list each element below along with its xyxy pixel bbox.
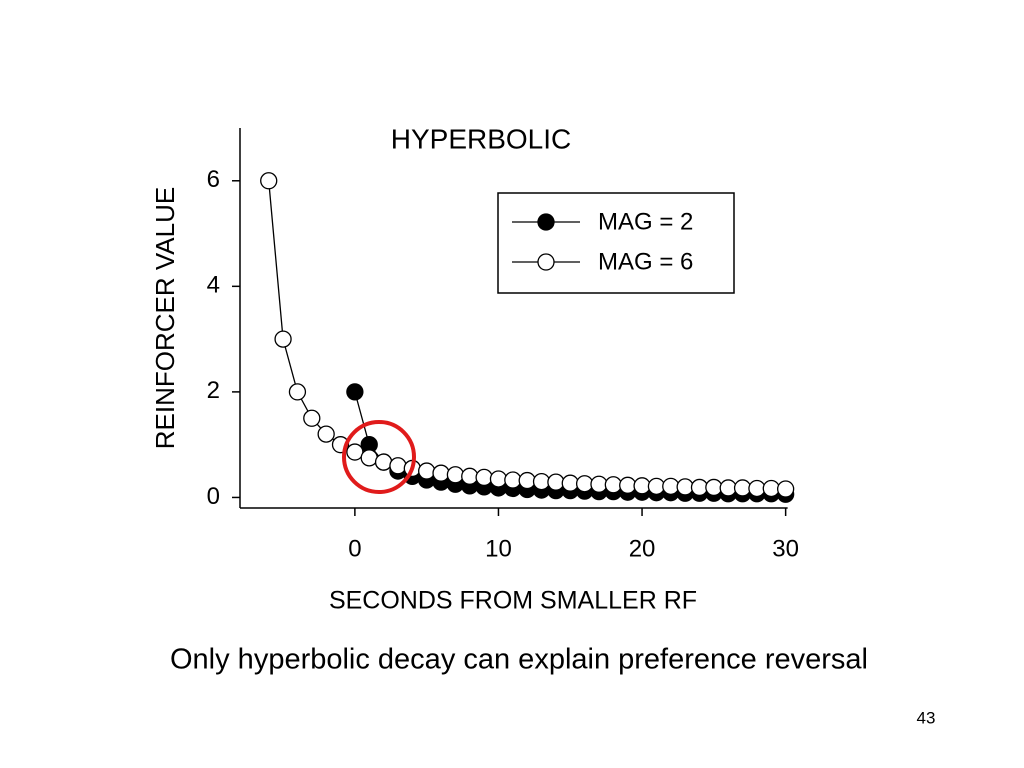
legend-box xyxy=(497,192,735,294)
legend-marker xyxy=(537,253,555,271)
data-point xyxy=(619,476,637,494)
x-axis-label: SECONDS FROM SMALLER RF xyxy=(329,587,697,615)
chart-title: HYPERBOLIC xyxy=(391,123,572,154)
data-point xyxy=(705,478,723,497)
data-point xyxy=(389,457,407,475)
highlight-circle xyxy=(342,420,416,494)
data-point xyxy=(719,479,737,497)
data-point xyxy=(288,383,307,401)
data-point xyxy=(762,479,780,498)
data-point xyxy=(317,425,335,443)
data-point xyxy=(446,466,465,484)
legend-marker xyxy=(537,213,555,231)
x-tick-label: 10 xyxy=(485,535,512,562)
data-point xyxy=(489,470,508,488)
y-tick-label: 2 xyxy=(207,377,220,404)
y-tick-label: 0 xyxy=(207,483,220,510)
data-point xyxy=(676,478,694,496)
data-point xyxy=(604,476,622,494)
data-point xyxy=(346,443,364,461)
x-tick-label: 0 xyxy=(348,535,361,562)
data-point xyxy=(303,409,321,427)
y-axis-label: REINFORCER VALUE xyxy=(150,187,180,449)
data-point xyxy=(561,474,579,492)
data-point xyxy=(690,478,709,497)
data-point xyxy=(547,473,565,491)
y-tick-label: 4 xyxy=(207,272,220,299)
data-point xyxy=(733,479,752,497)
data-point xyxy=(461,467,479,485)
data-point xyxy=(518,471,536,490)
data-point xyxy=(647,477,666,496)
data-point xyxy=(475,468,493,487)
page-number: 43 xyxy=(917,708,936,727)
data-point xyxy=(590,475,608,493)
data-point xyxy=(633,477,651,495)
x-tick-label: 20 xyxy=(629,535,656,562)
legend: MAG = 2 MAG = 6 xyxy=(497,192,735,294)
data-point xyxy=(418,462,436,480)
data-point xyxy=(360,449,378,467)
data-point xyxy=(260,172,278,190)
legend-label: MAG = 6 xyxy=(598,248,693,275)
data-point xyxy=(776,480,795,498)
data-point xyxy=(432,464,450,482)
data-point xyxy=(575,475,594,493)
caption: Only hyperbolic decay can explain prefer… xyxy=(170,644,868,676)
data-point xyxy=(346,383,364,401)
y-tick-label: 6 xyxy=(207,166,220,193)
data-point xyxy=(532,472,551,491)
data-point xyxy=(662,477,680,496)
data-point xyxy=(274,330,292,348)
data-point xyxy=(748,479,766,498)
data-point xyxy=(504,471,522,489)
legend-label: MAG = 2 xyxy=(598,208,693,235)
plot: 0 2 4 6 0 10 20 30 xyxy=(207,128,799,562)
data-point xyxy=(374,453,393,471)
x-tick-label: 30 xyxy=(772,535,799,562)
